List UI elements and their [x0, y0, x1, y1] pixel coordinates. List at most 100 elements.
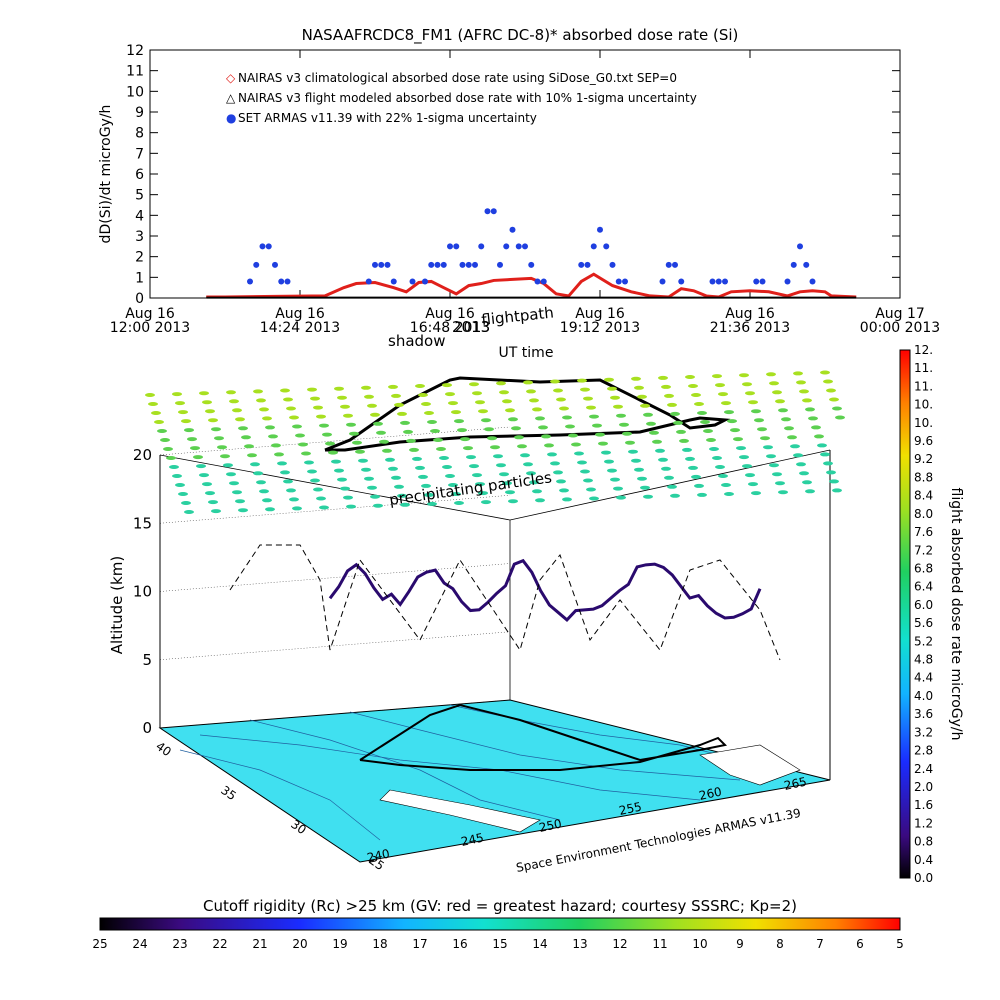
cutoff-colorbar-tick: 8: [776, 937, 784, 951]
armas-point: [484, 208, 491, 215]
particle-dash: [502, 399, 512, 404]
particle-dash: [502, 481, 512, 486]
particle-dash: [439, 456, 449, 460]
dose-colorbar: [899, 349, 911, 879]
dose-colorbar-tick: 4.0: [914, 689, 933, 703]
particle-dash: [784, 426, 794, 431]
cutoff-colorbar-tick: 15: [492, 937, 507, 951]
particle-dash: [559, 488, 569, 493]
armas-point: [715, 278, 722, 285]
particle-dash: [334, 468, 344, 473]
particle-dash: [190, 446, 200, 451]
particle-dash: [805, 407, 815, 412]
particle-dash: [496, 463, 506, 468]
cutoff-colorbar-tick: 14: [532, 937, 547, 951]
particle-dash: [529, 398, 539, 403]
z-axis-label: Altitude (km): [108, 556, 126, 654]
dose-colorbar-tick: 9.6: [914, 434, 933, 448]
particle-dash: [571, 442, 581, 447]
armas-point: [478, 243, 485, 250]
particle-dash: [313, 487, 323, 492]
annotation-flightpath: flightpath: [481, 303, 555, 328]
particle-dash: [346, 422, 356, 427]
armas-point: [247, 278, 253, 285]
particle-dash: [208, 418, 218, 423]
particle-dash: [199, 473, 209, 478]
armas-point: [709, 278, 716, 285]
particle-dash: [523, 380, 533, 385]
map-gap-water-2: [699, 744, 801, 786]
particle-dash: [637, 394, 647, 399]
particle-dash: [226, 390, 236, 395]
particle-dash: [766, 454, 776, 459]
particle-dash: [742, 382, 752, 387]
particle-dash: [514, 435, 524, 440]
particle-dash: [358, 458, 368, 463]
particle-dash: [253, 389, 263, 394]
particle-dash: [307, 387, 317, 392]
particle-dash: [595, 432, 605, 437]
particle-dash: [667, 484, 677, 489]
dose-colorbar-tick: 8.4: [914, 489, 933, 503]
particle-dash: [391, 475, 401, 480]
particle-dash: [172, 474, 182, 478]
particle-dash: [616, 413, 626, 418]
particle-dash: [211, 509, 221, 514]
dose-colorbar-tick: 2.4: [914, 762, 933, 776]
particle-dash: [517, 444, 527, 449]
particle-dash: [319, 423, 329, 428]
armas-point: [803, 261, 810, 268]
x-tick-day: Aug 17: [875, 306, 925, 322]
particle-dash: [577, 378, 587, 383]
particle-dash: [424, 492, 434, 497]
particle-dash: [154, 420, 164, 424]
particle-dash: [646, 421, 656, 426]
dose-colorbar-tick: 7.2: [914, 543, 933, 557]
series-layer: [206, 208, 857, 299]
particle-dash: [556, 479, 566, 484]
particle-dash: [481, 500, 491, 505]
particle-dash: [700, 420, 710, 424]
particle-dash: [505, 490, 515, 495]
armas-point: [384, 261, 391, 268]
particle-dash: [790, 444, 800, 449]
armas-point: [409, 278, 416, 285]
particle-dash: [718, 474, 728, 478]
particle-dash: [712, 374, 722, 379]
lat-tick-label: 40: [153, 739, 174, 759]
particle-dash: [574, 451, 584, 456]
particle-dash: [520, 453, 530, 458]
legend-marker: ◇: [226, 71, 236, 85]
particle-dash: [238, 426, 248, 431]
armas-point: [790, 261, 797, 268]
particle-dash: [208, 500, 218, 505]
particle-dash: [214, 436, 224, 441]
particle-dash: [373, 421, 383, 426]
particle-dash: [508, 417, 518, 422]
x-tick-time: 21:36 2013: [710, 320, 790, 336]
flight-altitude-track: [328, 558, 762, 622]
flight-dashed-projection: [229, 544, 781, 661]
z-tick-label: 20: [133, 446, 152, 464]
particle-dash: [397, 493, 407, 498]
particle-dash: [826, 388, 836, 393]
particle-dash: [310, 396, 320, 401]
particle-dash: [388, 466, 398, 471]
particle-dash: [331, 459, 341, 464]
x-tick-time: 19:12 2013: [560, 320, 640, 336]
particle-dash: [658, 457, 668, 462]
particle-dash: [496, 381, 506, 386]
particle-dash: [829, 397, 839, 402]
particle-dash: [280, 470, 290, 475]
particle-dash: [757, 427, 767, 432]
particle-dash: [628, 449, 638, 454]
particle-dash: [355, 449, 365, 454]
lon-tick-label: 245: [460, 830, 485, 848]
particle-dash: [205, 491, 215, 496]
armas-point: [578, 261, 585, 268]
legend: ◇ NAIRAS v3 climatological absorbed dose …: [226, 71, 697, 125]
dose-colorbar-tick: 7.6: [914, 525, 933, 539]
particle-dash: [751, 409, 761, 414]
